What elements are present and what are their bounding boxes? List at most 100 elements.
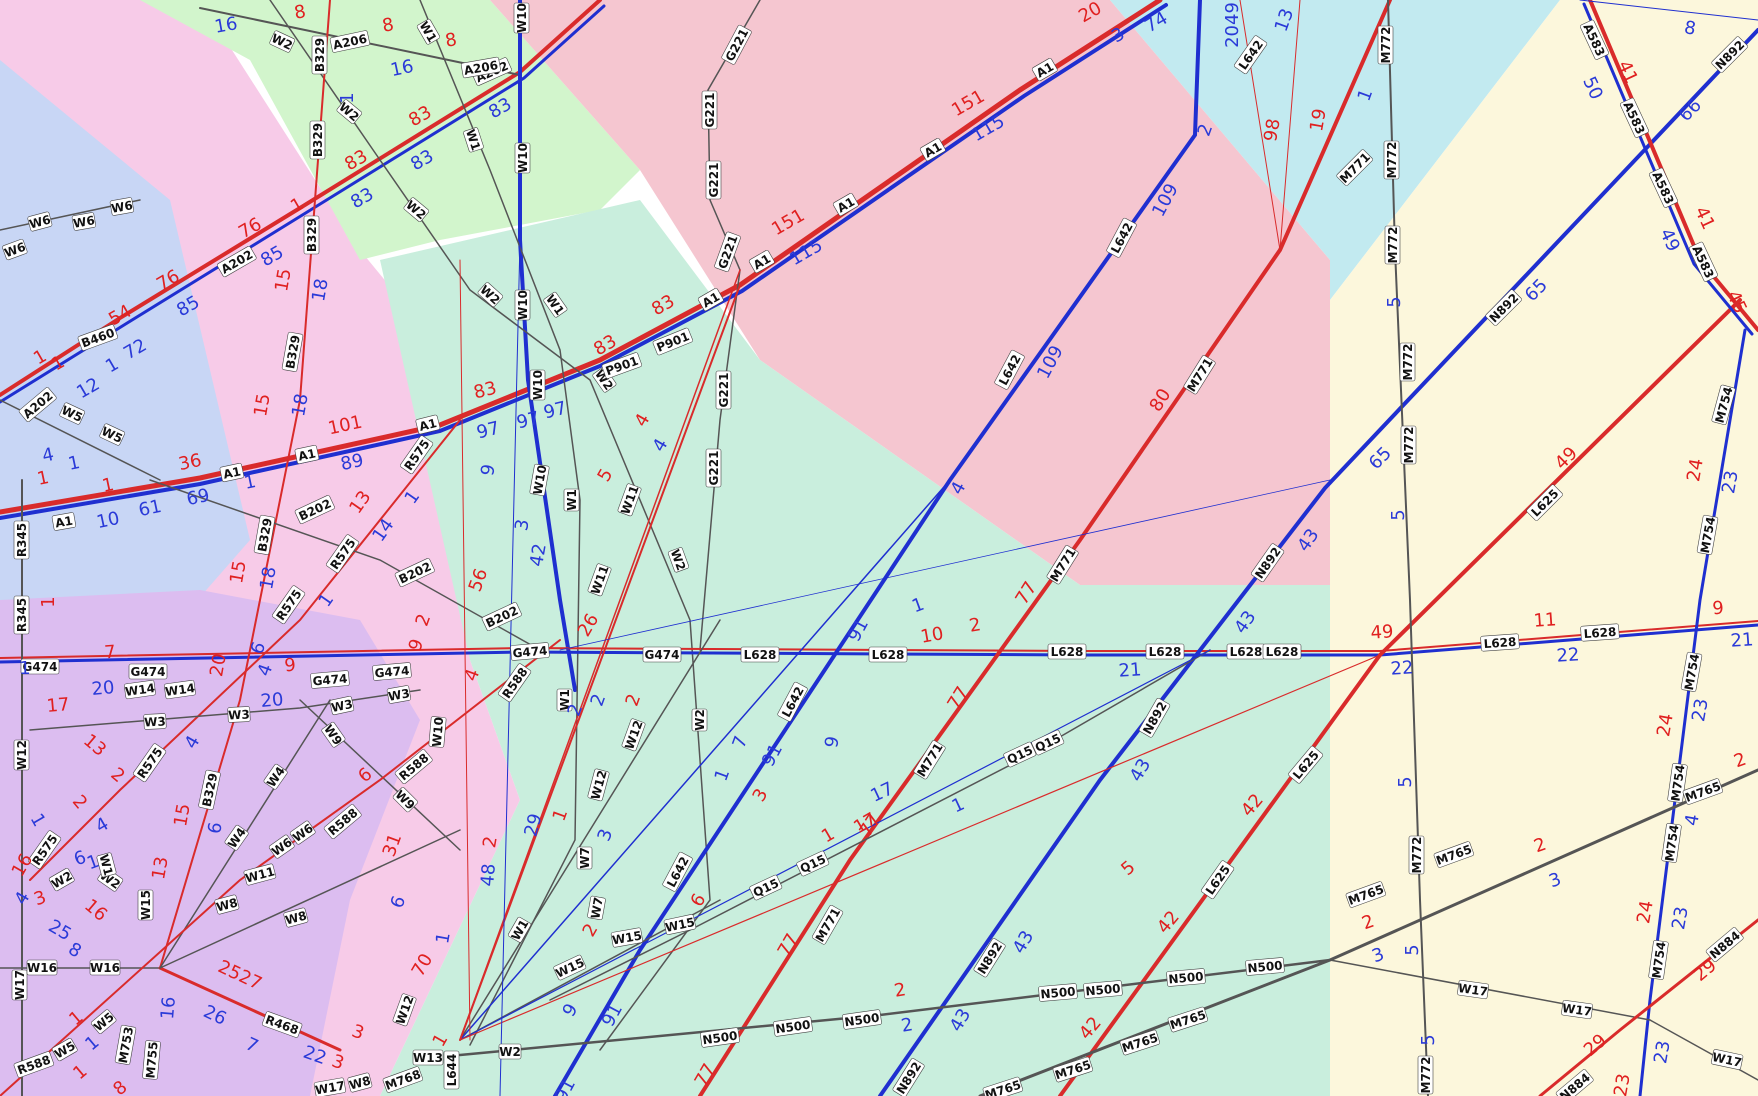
road-label-text: M772 bbox=[1385, 142, 1399, 179]
count-label-blue: 20 bbox=[91, 677, 116, 700]
road-label-box bbox=[1166, 968, 1206, 987]
road-label-g474: G474 bbox=[510, 642, 550, 661]
road-label-box bbox=[394, 558, 435, 588]
count-label-blue: 18 bbox=[308, 277, 333, 303]
road-label-box bbox=[415, 414, 441, 435]
road-label-text: G221 bbox=[717, 373, 731, 408]
road-label-w14: W14 bbox=[163, 679, 196, 700]
road-label-box bbox=[1383, 140, 1400, 180]
road-w8[interactable] bbox=[159, 829, 461, 969]
road-label-text: M772 bbox=[1401, 344, 1415, 381]
road-a1-red[interactable] bbox=[0, 0, 1163, 515]
road-label-text: W8 bbox=[284, 908, 308, 927]
road-label-box bbox=[114, 1024, 137, 1065]
count-label-text: 69 bbox=[185, 485, 212, 510]
road-label-box bbox=[272, 585, 306, 625]
count-label-text: 6 bbox=[204, 821, 227, 836]
road-label-box bbox=[919, 138, 946, 162]
road-label-g474: G474 bbox=[20, 658, 60, 675]
road-a583-blue[interactable] bbox=[1582, 2, 1754, 336]
road-label-box bbox=[973, 938, 1006, 978]
road-label-box bbox=[621, 718, 646, 752]
count-label-text: 23 bbox=[1668, 905, 1693, 931]
count-label-text: 10 bbox=[919, 623, 945, 648]
road-label-b329: B329 bbox=[253, 514, 276, 555]
road-label-l628: L628 bbox=[1262, 643, 1302, 660]
road-label-box bbox=[1648, 167, 1678, 208]
road-label-text: L628 bbox=[1266, 645, 1299, 659]
road-n892[interactable] bbox=[878, 28, 1758, 1096]
count-label-blue: 2049 bbox=[1222, 2, 1243, 48]
road-label-w17: W17 bbox=[11, 969, 28, 1001]
count-label-text: 8 bbox=[444, 29, 459, 52]
road-r468[interactable] bbox=[158, 966, 342, 1052]
count-label-text: 16 bbox=[389, 56, 416, 81]
road-label-text: R345 bbox=[15, 523, 29, 557]
road-label-w15: W15 bbox=[137, 889, 154, 921]
count-label-blue: 2 bbox=[900, 1014, 915, 1037]
road-label-box bbox=[89, 959, 121, 976]
road-label-text: W10 bbox=[515, 3, 529, 33]
road-label-w1: W1 bbox=[96, 852, 117, 878]
road-label-w6: W6 bbox=[2, 238, 28, 260]
count-label-text: 20 bbox=[260, 689, 285, 712]
road-label-box bbox=[1555, 1069, 1594, 1096]
count-label-text: 23 bbox=[1688, 697, 1713, 723]
road-label-text: B329 bbox=[200, 772, 221, 808]
road-label-w8: W8 bbox=[283, 907, 309, 928]
road-label-r345: R345 bbox=[13, 520, 30, 560]
count-label-blue: 16 bbox=[157, 996, 180, 1021]
count-label-blue: 8 bbox=[1682, 17, 1697, 40]
count-label-red: 9 bbox=[1712, 598, 1725, 620]
road-label-box bbox=[513, 2, 530, 34]
road-b329[interactable] bbox=[159, 0, 331, 969]
road-label-box bbox=[289, 820, 316, 845]
road-label-box bbox=[1262, 643, 1302, 660]
road-label-b329: B329 bbox=[281, 331, 304, 372]
road-label-text: A206 bbox=[463, 58, 499, 78]
road-a1-blue[interactable] bbox=[0, 3, 1168, 520]
road-label-n500: N500 bbox=[1083, 980, 1123, 999]
road-m771[interactable] bbox=[698, 0, 1392, 1096]
road-w3[interactable] bbox=[29, 689, 421, 731]
road-label-box bbox=[1234, 35, 1268, 75]
road-label-w10: W10 bbox=[514, 289, 531, 321]
road-label-a206: A206 bbox=[329, 30, 370, 53]
road-aqua-3 bbox=[1579, 0, 1758, 21]
road-r575[interactable] bbox=[29, 419, 461, 881]
road-label-box bbox=[773, 1016, 813, 1037]
road-label-w3: W3 bbox=[143, 713, 167, 730]
road-label-w6: W6 bbox=[109, 197, 135, 216]
road-label-m772: M772 bbox=[1417, 1055, 1434, 1095]
road-label-n500: N500 bbox=[1038, 983, 1078, 1002]
road-label-box bbox=[26, 959, 58, 976]
count-label-text: 1 bbox=[432, 931, 455, 946]
count-label-red: 1 bbox=[100, 474, 116, 497]
road-label-text: A206 bbox=[332, 32, 369, 53]
road-label-text: W1 bbox=[96, 853, 115, 877]
road-q15[interactable] bbox=[549, 649, 1211, 1001]
road-label-box bbox=[652, 327, 693, 356]
road-label-text: W3 bbox=[144, 714, 166, 729]
count-label-blue: 61 bbox=[137, 496, 164, 521]
road-label-text: W15 bbox=[664, 915, 696, 935]
count-label-blue: 1 bbox=[337, 92, 358, 103]
road-label-box bbox=[71, 212, 97, 231]
road-label-box bbox=[1106, 217, 1137, 258]
road-label-text: W16 bbox=[90, 961, 120, 975]
road-label-w1: W1 bbox=[556, 688, 573, 712]
count-label-text: 9 bbox=[283, 655, 296, 677]
road-label-box bbox=[705, 448, 722, 488]
road-label-text: W6 bbox=[72, 213, 96, 231]
road-label-box bbox=[1046, 545, 1079, 585]
count-label-red: 36 bbox=[177, 450, 204, 475]
road-w9[interactable] bbox=[299, 699, 461, 851]
road-w2[interactable] bbox=[269, 0, 711, 1051]
road-label-box bbox=[321, 721, 346, 748]
road-label-box bbox=[832, 193, 859, 217]
road-label-box bbox=[77, 324, 118, 351]
count-label-red: 17 bbox=[46, 694, 71, 717]
road-label-text: W1 bbox=[558, 689, 572, 711]
